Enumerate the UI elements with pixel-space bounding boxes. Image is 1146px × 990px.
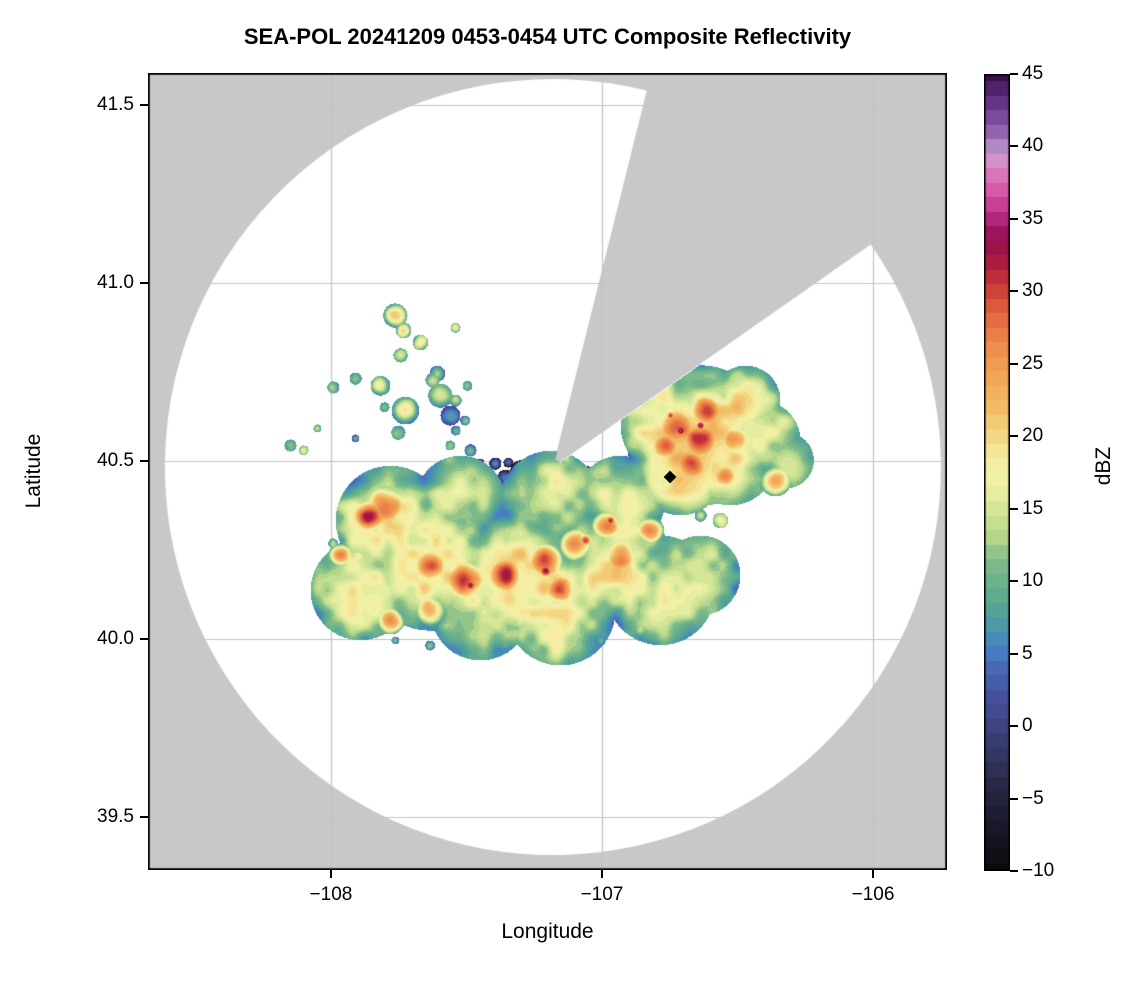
map-plot-area xyxy=(148,73,947,870)
colorbar-tick xyxy=(1010,507,1018,510)
colorbar-tick-label: 15 xyxy=(1022,497,1044,519)
y-axis-label: Latitude xyxy=(22,433,45,509)
colorbar-tick xyxy=(1010,73,1018,75)
x-tick-label: −107 xyxy=(580,884,624,905)
y-tick xyxy=(140,104,148,107)
colorbar-tick-label: 35 xyxy=(1022,207,1044,229)
y-tick-label: 40.5 xyxy=(97,449,134,471)
colorbar-tick-label: 25 xyxy=(1022,352,1044,374)
colorbar-tick-label: 5 xyxy=(1022,642,1033,664)
x-tick-label: −106 xyxy=(851,884,895,905)
colorbar-label: dBZ xyxy=(1092,446,1115,486)
colorbar-tick-label: 45 xyxy=(1022,63,1044,84)
colorbar-canvas xyxy=(984,74,1010,871)
y-tick-label: 40.0 xyxy=(97,627,134,649)
colorbar-tick-label: 10 xyxy=(1022,570,1044,592)
x-axis-label: Longitude xyxy=(501,920,594,943)
colorbar-tick xyxy=(1010,217,1018,220)
y-tick-label: 41.0 xyxy=(97,272,134,294)
colorbar-tick xyxy=(1010,145,1018,148)
colorbar-tick-label: 40 xyxy=(1022,135,1044,157)
y-tick xyxy=(140,459,148,462)
x-tick xyxy=(600,870,603,878)
y-tick xyxy=(140,637,148,640)
y-tick xyxy=(140,282,148,285)
colorbar-tick-label: −5 xyxy=(1022,787,1044,809)
colorbar-tick-label: −10 xyxy=(1022,860,1055,881)
colorbar-tick-label: 20 xyxy=(1022,425,1044,447)
y-tick-label: 41.5 xyxy=(97,94,134,116)
colorbar-tick-label: 0 xyxy=(1022,715,1033,737)
x-tick-label: −108 xyxy=(309,884,353,905)
colorbar-tick xyxy=(1010,870,1018,872)
x-tick xyxy=(872,870,874,878)
y-tick xyxy=(140,815,148,818)
colorbar-tick xyxy=(1010,797,1018,800)
colorbar-tick xyxy=(1010,435,1018,438)
colorbar-tick-label: 30 xyxy=(1022,280,1044,302)
chart-title: SEA-POL 20241209 0453-0454 UTC Composite… xyxy=(243,24,852,49)
x-tick xyxy=(329,870,332,878)
colorbar-tick xyxy=(1010,362,1018,365)
colorbar-tick xyxy=(1010,290,1018,293)
colorbar-tick xyxy=(1010,725,1018,728)
colorbar-tick xyxy=(1010,580,1018,583)
y-tick-label: 39.5 xyxy=(97,805,134,827)
reflectivity-map-canvas xyxy=(148,73,947,870)
colorbar-tick xyxy=(1010,652,1018,655)
